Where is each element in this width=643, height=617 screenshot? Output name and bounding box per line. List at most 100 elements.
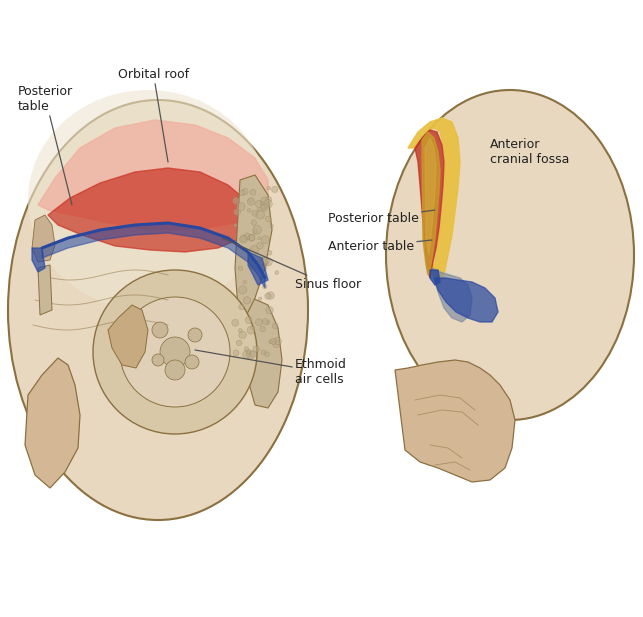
Circle shape <box>258 297 262 300</box>
Polygon shape <box>415 130 444 278</box>
Circle shape <box>248 209 251 212</box>
Circle shape <box>152 322 168 338</box>
Text: Posterior table: Posterior table <box>328 210 435 225</box>
Circle shape <box>270 338 276 344</box>
Polygon shape <box>422 132 440 275</box>
Circle shape <box>239 328 242 333</box>
Polygon shape <box>42 223 265 288</box>
Circle shape <box>239 304 244 310</box>
Circle shape <box>253 346 259 352</box>
Circle shape <box>258 208 261 211</box>
Circle shape <box>246 349 251 354</box>
Circle shape <box>244 347 248 351</box>
Circle shape <box>271 186 278 193</box>
Polygon shape <box>425 138 436 255</box>
Circle shape <box>269 340 273 344</box>
Circle shape <box>233 209 240 215</box>
Polygon shape <box>430 270 440 285</box>
Polygon shape <box>248 252 268 285</box>
Circle shape <box>239 266 243 270</box>
Circle shape <box>264 352 269 357</box>
Circle shape <box>252 210 258 216</box>
Circle shape <box>266 216 271 222</box>
Circle shape <box>267 186 271 190</box>
Circle shape <box>249 265 253 269</box>
Circle shape <box>239 331 246 339</box>
Polygon shape <box>432 268 472 322</box>
Circle shape <box>93 270 257 434</box>
Circle shape <box>247 326 255 334</box>
Circle shape <box>265 293 271 299</box>
Circle shape <box>270 224 273 228</box>
Circle shape <box>242 351 250 358</box>
Circle shape <box>237 202 245 211</box>
Circle shape <box>261 236 269 244</box>
Circle shape <box>251 325 255 329</box>
Circle shape <box>264 258 273 266</box>
Circle shape <box>255 319 262 326</box>
Text: Ethmoid
air cells: Ethmoid air cells <box>195 350 347 386</box>
Circle shape <box>188 328 202 342</box>
Circle shape <box>250 246 258 254</box>
Polygon shape <box>395 360 515 482</box>
Circle shape <box>262 319 268 325</box>
Circle shape <box>260 202 264 205</box>
Text: Anterior
cranial fossa: Anterior cranial fossa <box>490 138 569 166</box>
Circle shape <box>253 230 258 234</box>
Circle shape <box>261 204 267 209</box>
Circle shape <box>260 257 267 265</box>
Circle shape <box>272 323 278 329</box>
Circle shape <box>266 307 273 314</box>
Text: Anterior table: Anterior table <box>328 240 432 253</box>
Circle shape <box>256 210 264 219</box>
Circle shape <box>253 225 262 234</box>
Circle shape <box>248 198 255 205</box>
Circle shape <box>246 350 255 359</box>
Circle shape <box>257 242 263 249</box>
Circle shape <box>249 199 253 202</box>
Polygon shape <box>48 168 252 252</box>
Circle shape <box>245 317 252 323</box>
Circle shape <box>232 197 240 204</box>
Ellipse shape <box>386 90 634 420</box>
Circle shape <box>233 223 237 227</box>
Circle shape <box>262 257 269 264</box>
Circle shape <box>273 341 280 347</box>
Circle shape <box>239 190 245 196</box>
Ellipse shape <box>28 90 268 310</box>
Polygon shape <box>32 248 45 272</box>
Circle shape <box>251 220 257 225</box>
Text: Orbital roof: Orbital roof <box>118 68 189 162</box>
Text: Posterior
table: Posterior table <box>18 85 73 205</box>
Circle shape <box>240 235 247 242</box>
Polygon shape <box>108 305 148 368</box>
Circle shape <box>266 197 271 202</box>
Circle shape <box>240 236 248 243</box>
Polygon shape <box>25 358 80 488</box>
Circle shape <box>263 284 267 289</box>
Circle shape <box>236 340 242 346</box>
Circle shape <box>249 351 257 357</box>
Polygon shape <box>38 120 268 230</box>
Circle shape <box>262 207 266 212</box>
Circle shape <box>244 233 251 240</box>
Circle shape <box>274 337 282 345</box>
Circle shape <box>233 350 239 355</box>
Circle shape <box>257 236 260 240</box>
Circle shape <box>239 286 247 294</box>
Polygon shape <box>235 175 272 318</box>
Circle shape <box>160 337 190 367</box>
Polygon shape <box>32 215 55 262</box>
Polygon shape <box>238 298 282 408</box>
Circle shape <box>260 326 266 332</box>
Circle shape <box>267 251 272 255</box>
Polygon shape <box>408 118 460 285</box>
Circle shape <box>242 188 248 195</box>
Circle shape <box>264 200 272 208</box>
Circle shape <box>165 360 185 380</box>
Circle shape <box>266 321 269 325</box>
Circle shape <box>244 297 251 304</box>
Circle shape <box>243 280 246 284</box>
Circle shape <box>261 350 266 355</box>
Circle shape <box>264 262 268 266</box>
